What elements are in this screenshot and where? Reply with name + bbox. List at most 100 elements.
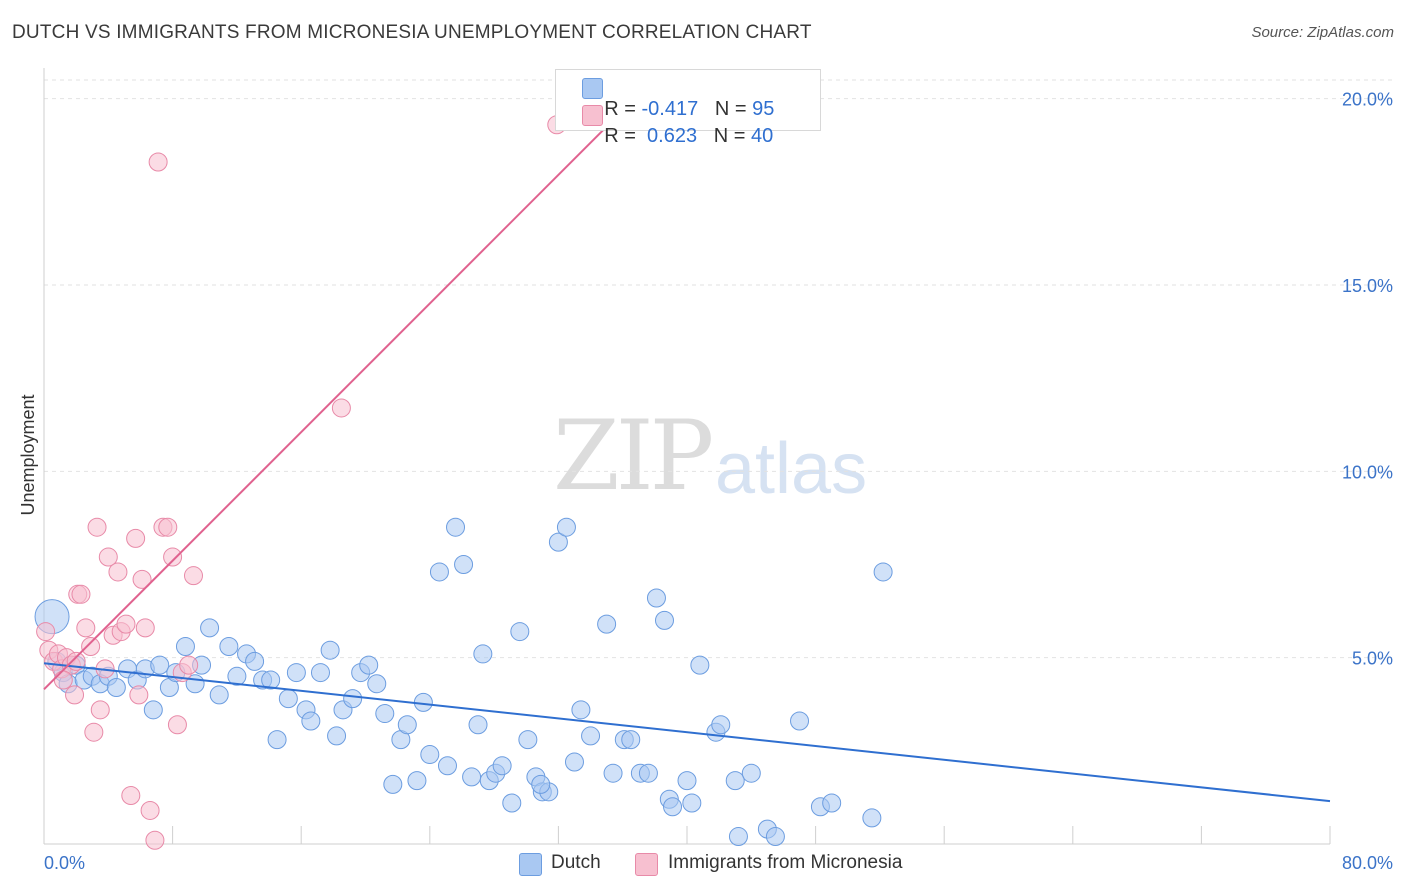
dutch-point — [564, 752, 584, 772]
dutch-point — [219, 636, 239, 656]
dutch-point — [320, 640, 340, 660]
dutch-point — [531, 774, 551, 794]
dutch-point — [383, 774, 403, 794]
dutch-point — [677, 771, 697, 791]
dutch-point — [725, 771, 745, 791]
micronesia-point — [84, 722, 104, 742]
watermark-zip: ZIP — [553, 400, 714, 512]
legend-item-micronesia[interactable]: Immigrants from Micronesia — [635, 852, 903, 876]
legend-label-dutch: Dutch — [551, 852, 601, 873]
micronesia-point — [158, 517, 178, 537]
tick-labels: 5.0% 10.0% 15.0% 20.0% 0.0% 80.0% — [44, 90, 1393, 873]
dutch-point — [437, 756, 457, 776]
legend-row-micronesia: R = 0.623 N = 40 — [582, 102, 773, 147]
dutch-point — [790, 711, 810, 731]
x-tick-label: 80.0% — [1342, 853, 1393, 873]
micronesia-point — [108, 562, 128, 582]
dutch-point — [359, 655, 379, 675]
micronesia-point — [53, 670, 73, 690]
stats-legend: R = -0.417 N = 95 R = 0.623 N = 40 — [555, 69, 821, 147]
micronesia-point — [129, 685, 149, 705]
micronesia-point — [90, 700, 110, 720]
legend-swatch-dutch — [519, 853, 542, 876]
axes — [43, 68, 1331, 845]
legend-r-value: 0.623 — [647, 125, 698, 147]
dutch-point — [510, 622, 530, 642]
micronesia-point — [81, 636, 101, 656]
dutch-point — [682, 793, 702, 813]
dutch-point — [267, 730, 287, 750]
dutch-point — [468, 715, 488, 735]
dutch-point — [301, 711, 321, 731]
legend-n-value: 40 — [751, 125, 774, 147]
dutch-point — [286, 663, 306, 683]
legend-n-label: N = — [713, 125, 746, 147]
micronesia-point — [132, 569, 152, 589]
dutch-point — [343, 689, 363, 709]
micronesia-point — [183, 566, 203, 586]
dutch-point — [711, 715, 731, 735]
micronesia-point — [145, 830, 165, 850]
micronesia-point — [121, 786, 141, 806]
legend-r-label: R = — [604, 98, 636, 120]
micronesia-point — [71, 584, 91, 604]
dutch-point — [407, 771, 427, 791]
dutch-point — [462, 767, 482, 787]
dutch-point — [175, 636, 195, 656]
source-label: Source: ZipAtlas.com — [1251, 24, 1394, 41]
dutch-trend-line — [43, 662, 1331, 803]
dutch-point — [621, 730, 641, 750]
micronesia-point — [126, 528, 146, 548]
micronesia-point — [65, 685, 85, 705]
micronesia-point — [87, 517, 107, 537]
dutch-point — [200, 618, 220, 638]
micronesia-point — [135, 618, 155, 638]
dutch-point — [862, 808, 882, 828]
dutch-point — [654, 610, 674, 630]
dutch-points — [34, 517, 893, 847]
dutch-point — [473, 644, 493, 664]
dutch-point — [603, 763, 623, 783]
chart-title: DUTCH VS IMMIGRANTS FROM MICRONESIA UNEM… — [12, 22, 812, 43]
dutch-point — [245, 651, 265, 671]
dutch-point — [429, 562, 449, 582]
legend-label-micronesia: Immigrants from Micronesia — [668, 852, 903, 873]
micronesia-point — [331, 398, 351, 418]
dutch-point — [143, 700, 163, 720]
dutch-point — [446, 517, 466, 537]
dutch-point — [278, 689, 298, 709]
dutch-point — [548, 532, 568, 552]
y-tick-label: 10.0% — [1342, 462, 1393, 482]
series-legend: Dutch Immigrants from Micronesia — [0, 852, 1406, 878]
legend-swatch-dutch — [582, 78, 603, 99]
micronesia-points — [36, 115, 567, 850]
micronesia-point — [140, 800, 160, 820]
legend-swatch-micronesia — [582, 105, 603, 126]
dutch-point — [873, 562, 893, 582]
legend-r-label: R = — [604, 125, 636, 147]
dutch-point — [492, 756, 512, 776]
micronesia-point — [76, 618, 96, 638]
micronesia-point — [179, 655, 199, 675]
dutch-point — [690, 655, 710, 675]
dutch-point — [581, 726, 601, 746]
dutch-point — [571, 700, 591, 720]
legend-swatch-micronesia — [635, 853, 658, 876]
y-axis-label: Unemployment — [18, 394, 38, 515]
y-tick-label: 20.0% — [1342, 90, 1393, 110]
dutch-point — [310, 663, 330, 683]
legend-n-label: N = — [714, 98, 747, 120]
dutch-point — [597, 614, 617, 634]
micronesia-trend-line — [43, 79, 654, 691]
legend-item-dutch[interactable]: Dutch — [519, 852, 601, 876]
dutch-point — [502, 793, 522, 813]
dutch-point — [397, 715, 417, 735]
dutch-point — [728, 827, 748, 847]
dutch-point — [822, 793, 842, 813]
dutch-point — [638, 763, 658, 783]
dutch-point — [227, 666, 247, 686]
micronesia-point — [148, 152, 168, 172]
micronesia-point — [167, 715, 187, 735]
dutch-point — [646, 588, 666, 608]
dutch-point — [327, 726, 347, 746]
